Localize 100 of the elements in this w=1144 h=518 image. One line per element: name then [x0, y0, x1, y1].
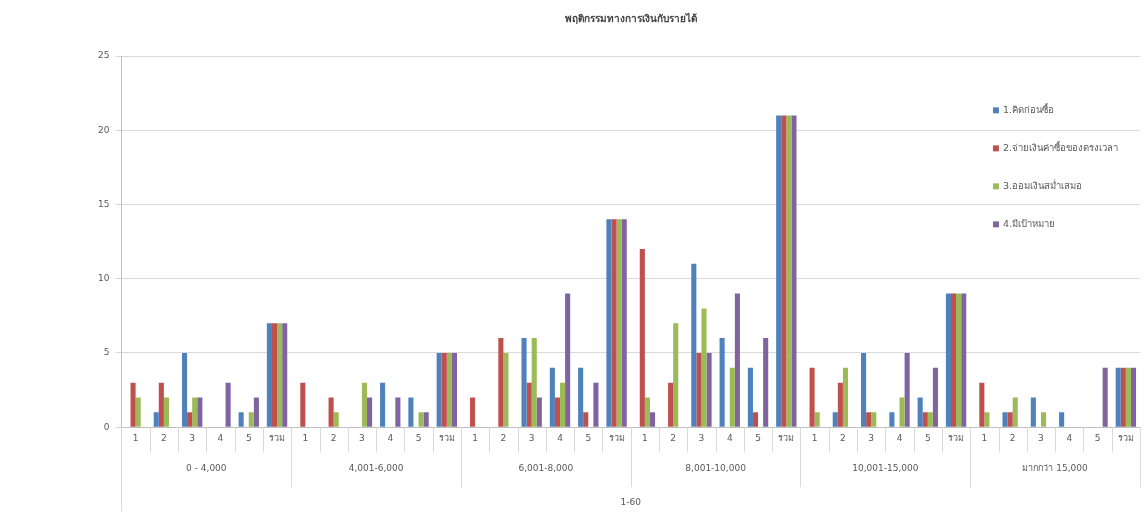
x-tick-label: 4: [726, 432, 733, 443]
bar: [763, 338, 769, 427]
bar: [837, 382, 843, 427]
bar: [781, 115, 787, 427]
bar: [917, 397, 923, 427]
bar: [248, 412, 254, 427]
y-tick-label: 10: [98, 273, 110, 284]
bar: [616, 219, 622, 427]
bar: [1102, 367, 1108, 427]
bar: [328, 397, 334, 427]
bar: [521, 338, 527, 427]
bar: [498, 338, 504, 427]
bar: [752, 412, 759, 427]
x-tick-label: 3: [528, 432, 535, 443]
bar: [786, 115, 792, 427]
text: 1-60: [620, 496, 642, 507]
bar: [701, 308, 707, 427]
bar: [503, 352, 509, 427]
x-tick-label: 2: [330, 432, 337, 443]
bar: [526, 382, 532, 427]
bar: [842, 367, 849, 427]
bar: [1030, 397, 1036, 427]
bar: [729, 367, 735, 427]
bar: [418, 412, 424, 427]
bar: [380, 382, 386, 427]
x-tick-label: 5: [585, 432, 592, 443]
bar: [163, 397, 169, 427]
x-tick-label: รวม: [438, 432, 455, 443]
bar: [593, 382, 599, 427]
bar: [158, 382, 164, 427]
bar: [606, 219, 612, 427]
bar: [153, 412, 159, 427]
bar: [277, 323, 283, 427]
text: 6,001-8,000: [518, 462, 574, 473]
x-tick-label: 3: [868, 432, 875, 443]
text: 10,001-15,000: [852, 462, 919, 473]
bar: [961, 293, 967, 427]
bar: [197, 397, 203, 427]
bar: [549, 367, 555, 427]
bar: [1115, 367, 1121, 427]
y-tick-label: 20: [98, 124, 110, 135]
bar: [984, 412, 990, 427]
x-tick-label: 1: [642, 432, 648, 443]
bar: [809, 367, 815, 427]
x-tick-label: 2: [1009, 432, 1016, 443]
bar: [367, 397, 373, 427]
legend-label: 1.คิดก่อนซื้อ: [1002, 102, 1055, 115]
bar: [927, 412, 933, 427]
bar: [583, 412, 589, 427]
x-tick-label: 5: [1094, 432, 1101, 443]
chart-title: พฤติกรรมทางการเงินกับรายได้: [564, 11, 697, 25]
bar: [536, 397, 542, 427]
bar: [1007, 412, 1013, 427]
bar: [531, 338, 537, 427]
bar: [395, 397, 401, 427]
bar: [130, 382, 136, 427]
bar: [696, 352, 702, 427]
x-tick-label: รวม: [1117, 432, 1134, 443]
bar: [559, 382, 566, 427]
x-tick-label: 1: [132, 432, 139, 443]
text: มากกว่า 15,000: [1022, 462, 1089, 473]
legend-label: 4.มีเป้าหมาย: [1002, 217, 1056, 229]
bar: [899, 397, 905, 427]
bar: [470, 397, 476, 427]
bar: [904, 352, 910, 427]
bar: [333, 412, 339, 427]
bar: [578, 367, 584, 427]
bar: [951, 293, 957, 427]
bar: [871, 412, 877, 427]
bar: [182, 352, 188, 427]
y-tick-label: 5: [103, 347, 110, 358]
bar: [423, 412, 429, 427]
bar: [945, 293, 951, 427]
y-tick-label: 0: [103, 421, 110, 432]
bar: [1120, 367, 1126, 427]
bar: [1130, 367, 1137, 427]
bar: [861, 352, 867, 427]
text: 8,001-10,000: [685, 462, 747, 473]
bar: [1059, 412, 1065, 427]
bar: [673, 323, 679, 427]
bar: [225, 382, 231, 427]
bar: [979, 382, 985, 427]
x-tick-label: 2: [840, 432, 846, 443]
bar: [1040, 412, 1047, 427]
bar: [441, 352, 447, 427]
bar: [668, 382, 674, 427]
bar: [776, 115, 782, 427]
x-tick-label: 2: [670, 432, 677, 443]
x-tick-label: รวม: [269, 432, 286, 443]
bar: [747, 367, 753, 427]
x-tick-label: รวม: [778, 432, 795, 443]
bar: [644, 397, 650, 427]
y-tick-label: 15: [98, 198, 110, 209]
bar: [192, 397, 198, 427]
bar: [734, 293, 740, 427]
bar: [719, 338, 725, 427]
bar: [639, 249, 645, 427]
bar: [611, 219, 617, 427]
bar: [408, 397, 414, 427]
x-tick-label: 1: [302, 432, 309, 443]
